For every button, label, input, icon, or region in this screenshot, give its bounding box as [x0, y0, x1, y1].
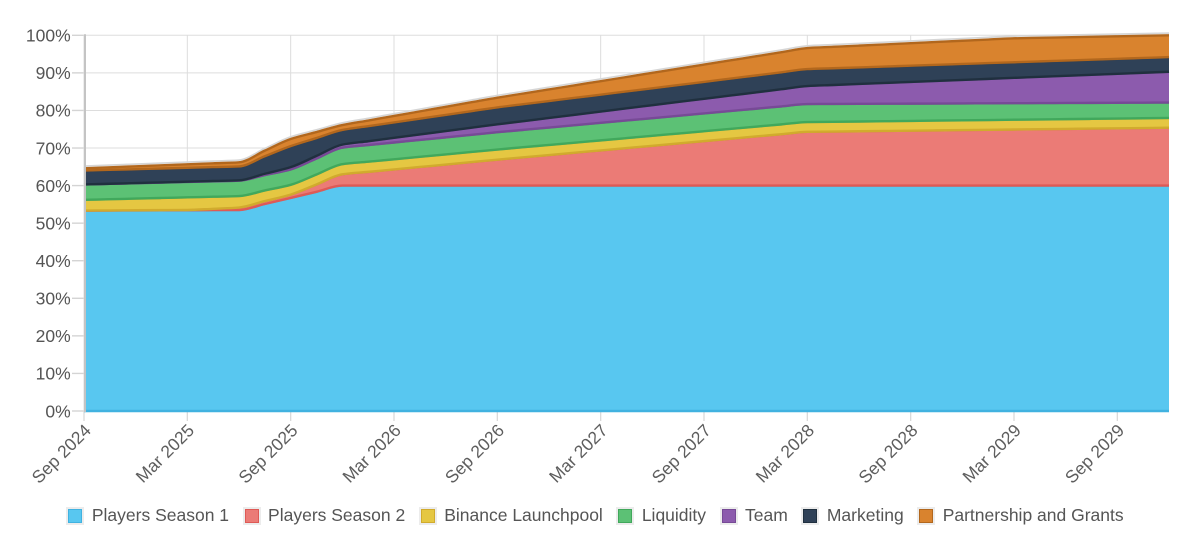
svg-text:0%: 0%	[45, 401, 70, 421]
svg-text:40%: 40%	[36, 251, 71, 271]
svg-text:80%: 80%	[36, 101, 71, 121]
svg-text:20%: 20%	[36, 326, 71, 346]
svg-text:100%: 100%	[26, 26, 71, 46]
svg-text:10%: 10%	[36, 364, 71, 384]
svg-text:60%: 60%	[36, 176, 71, 196]
svg-text:90%: 90%	[36, 63, 71, 83]
svg-text:30%: 30%	[36, 289, 71, 309]
svg-text:50%: 50%	[36, 213, 71, 233]
svg-text:70%: 70%	[36, 138, 71, 158]
